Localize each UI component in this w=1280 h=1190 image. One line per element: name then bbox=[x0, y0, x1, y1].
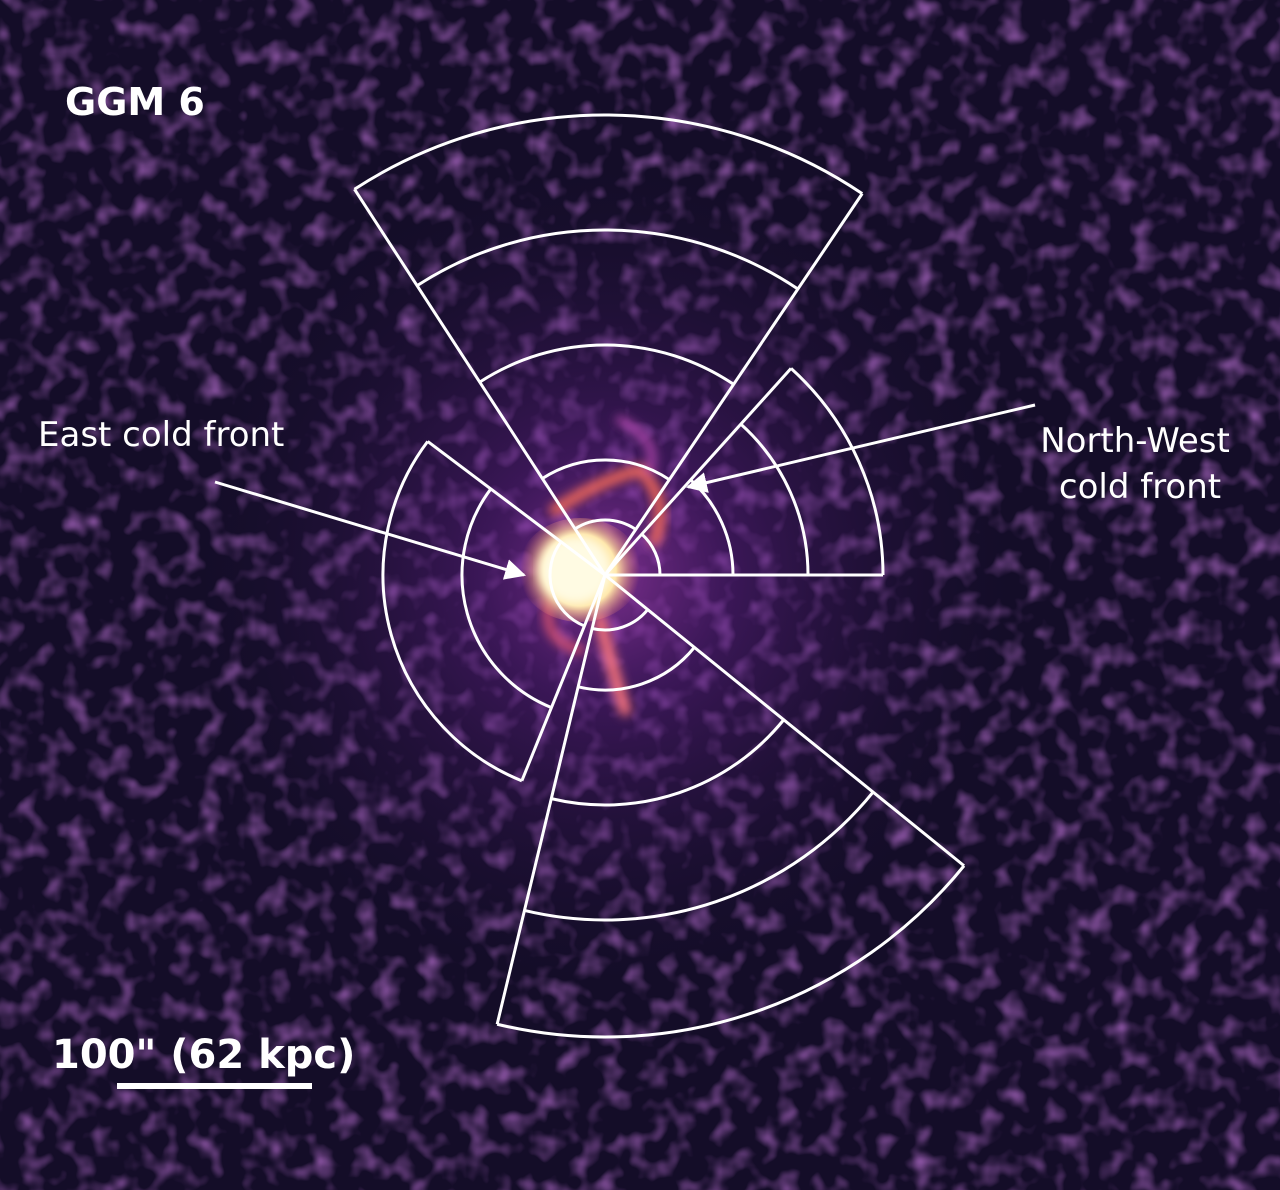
nw-arrow bbox=[685, 403, 1036, 493]
scale-label: 100" (62 kpc) bbox=[52, 1032, 355, 1078]
sector-outline bbox=[550, 718, 785, 807]
nw-label: North-West bbox=[1040, 421, 1230, 461]
sector-outline bbox=[577, 646, 696, 692]
sector-outline bbox=[353, 188, 607, 576]
sector-outline bbox=[591, 608, 649, 632]
sector-outline bbox=[495, 574, 607, 1025]
sector-outline bbox=[426, 440, 606, 577]
sector-outline bbox=[640, 533, 662, 576]
object-name: GGM 6 bbox=[65, 80, 205, 124]
sector-outline bbox=[496, 864, 966, 1039]
east-label: East cold front bbox=[38, 415, 284, 455]
sector-outline bbox=[739, 423, 810, 576]
sector-outline bbox=[353, 113, 864, 195]
sector-outline bbox=[603, 367, 793, 577]
sector-outline bbox=[603, 192, 864, 576]
east-arrow bbox=[214, 480, 527, 580]
scale-bar bbox=[117, 1083, 312, 1089]
sector-outline bbox=[381, 440, 523, 783]
sector-outline bbox=[548, 540, 585, 628]
sector-outline bbox=[416, 228, 799, 291]
sector-outline bbox=[460, 488, 552, 709]
sector-outline bbox=[574, 518, 637, 531]
sector-outline bbox=[790, 367, 885, 576]
sector-outline bbox=[541, 458, 671, 481]
sectors bbox=[353, 113, 966, 1039]
nw-label: cold front bbox=[1059, 467, 1221, 507]
sector-outline bbox=[520, 574, 607, 782]
sector-outline bbox=[478, 343, 735, 386]
sector-outline bbox=[524, 791, 875, 922]
